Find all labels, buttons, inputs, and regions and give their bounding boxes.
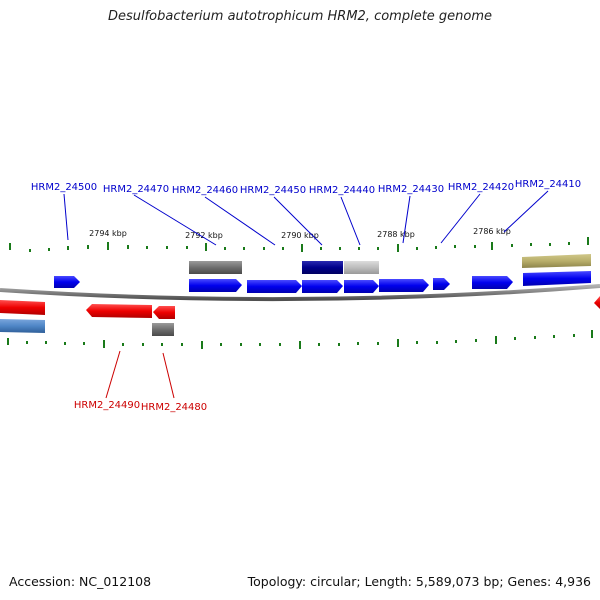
gene-label[interactable]: HRM2_24420 — [448, 182, 514, 193]
gene-label[interactable]: HRM2_24410 — [515, 179, 581, 190]
gene-feature-red-right[interactable] — [594, 296, 600, 309]
gene-feature-hrm2-24420[interactable] — [472, 276, 513, 289]
scale-label: 2788 kbp — [377, 230, 415, 239]
accession-text: Accession: NC_012108 — [9, 574, 152, 589]
gene-label[interactable]: HRM2_24470 — [103, 184, 169, 195]
gene-feature-light-gray[interactable] — [344, 261, 379, 274]
gene-feature-small[interactable] — [433, 278, 450, 290]
gene-feature-hrm2-24490[interactable] — [86, 304, 152, 318]
gene-label[interactable]: HRM2_24480 — [141, 402, 207, 413]
gene-feature-hrm2-24500[interactable] — [54, 276, 80, 288]
genome-title: Desulfobacterium autotrophicum HRM2, com… — [107, 9, 493, 24]
gene-feature-hrm2-24480[interactable] — [153, 306, 175, 319]
scale-label: 2792 kbp — [185, 231, 223, 240]
gene-feature-steel-blue[interactable] — [0, 319, 45, 333]
scale-labels: 2794 kbp 2792 kbp 2790 kbp 2788 kbp 2786… — [89, 227, 511, 240]
gene-feature-hrm2-24440[interactable] — [344, 280, 379, 293]
gene-feature-hrm2-24470[interactable] — [189, 279, 242, 292]
genome-backbone — [0, 284, 600, 302]
reverse-gene-labels: HRM2_24490 HRM2_24480 — [74, 400, 207, 413]
gene-feature-hrm2-24410[interactable] — [523, 271, 591, 286]
scale-label: 2794 kbp — [89, 229, 127, 238]
genome-summary-text: Topology: circular; Length: 5,589,073 bp… — [247, 574, 591, 589]
gene-label[interactable]: HRM2_24450 — [240, 185, 306, 196]
gene-label[interactable]: HRM2_24440 — [309, 185, 375, 196]
outer-tick-ring — [9, 237, 589, 252]
reverse-strand — [0, 296, 600, 336]
gene-label[interactable]: HRM2_24500 — [31, 182, 97, 193]
gene-label[interactable]: HRM2_24490 — [74, 400, 140, 411]
gene-feature-navy[interactable] — [302, 261, 343, 274]
gene-feature-hrm2-24450[interactable] — [302, 280, 343, 293]
scale-label: 2786 kbp — [473, 227, 511, 236]
scale-label: 2790 kbp — [281, 231, 319, 240]
gene-label[interactable]: HRM2_24460 — [172, 185, 238, 196]
gene-feature-olive[interactable] — [522, 254, 591, 268]
gene-feature-gray[interactable] — [189, 261, 242, 274]
forward-leader-lines — [63, 190, 549, 246]
gene-feature-hrm2-24460[interactable] — [247, 280, 302, 293]
reverse-leader-lines — [105, 350, 175, 399]
gene-feature-hrm2-24430[interactable] — [379, 279, 429, 292]
gene-label[interactable]: HRM2_24430 — [378, 184, 444, 195]
gene-feature-gray-reverse[interactable] — [152, 323, 174, 336]
forward-gene-labels: HRM2_24500 HRM2_24470 HRM2_24460 HRM2_24… — [31, 179, 581, 196]
inner-tick-ring — [7, 330, 593, 349]
gene-feature-red-left[interactable] — [0, 300, 45, 315]
forward-strand — [54, 254, 591, 293]
